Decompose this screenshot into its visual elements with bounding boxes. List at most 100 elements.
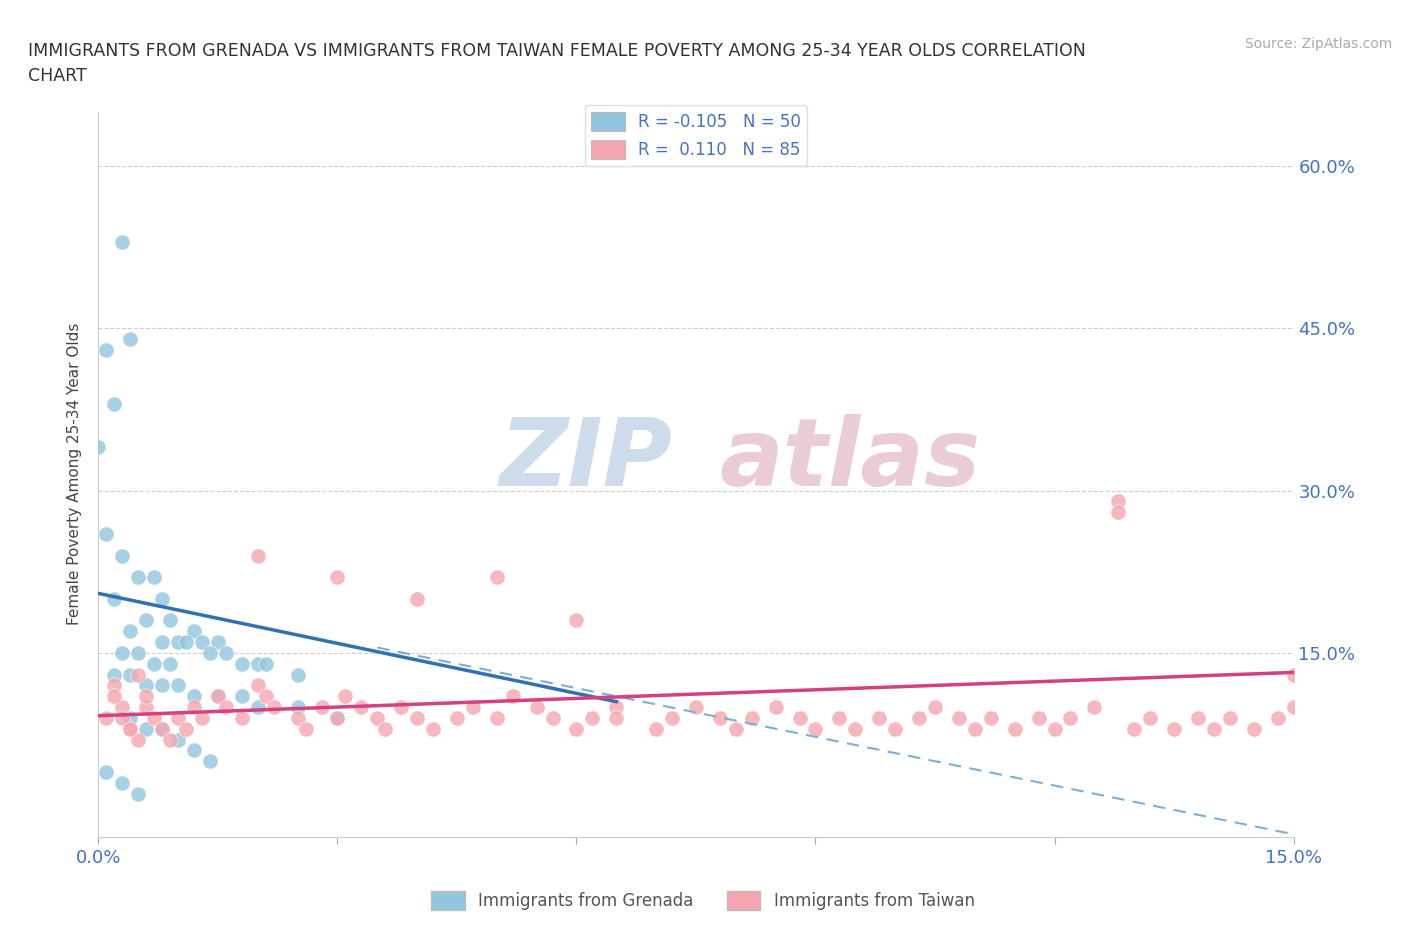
Point <box>645 722 668 737</box>
Point <box>150 678 173 693</box>
Point <box>96 764 118 779</box>
Point <box>215 645 238 660</box>
Point <box>924 699 946 714</box>
Point <box>183 699 205 714</box>
Point <box>103 689 125 704</box>
Point <box>406 711 429 725</box>
Point <box>120 667 142 682</box>
Point <box>1219 711 1241 725</box>
Point <box>120 722 142 737</box>
Point <box>120 711 142 725</box>
Text: CHART: CHART <box>28 67 87 85</box>
Point <box>127 786 149 801</box>
Point <box>1139 711 1161 725</box>
Point <box>246 699 269 714</box>
Point <box>406 591 429 606</box>
Point <box>661 711 683 725</box>
Point <box>246 548 269 563</box>
Point <box>191 711 214 725</box>
Point <box>1202 722 1225 737</box>
Point <box>198 754 221 769</box>
Point <box>422 722 444 737</box>
Point <box>143 711 166 725</box>
Point <box>120 722 142 737</box>
Point <box>350 699 373 714</box>
Text: IMMIGRANTS FROM GRENADA VS IMMIGRANTS FROM TAIWAN FEMALE POVERTY AMONG 25-34 YEA: IMMIGRANTS FROM GRENADA VS IMMIGRANTS FR… <box>28 42 1085 60</box>
Point <box>844 722 866 737</box>
Point <box>207 689 229 704</box>
Point <box>502 689 524 704</box>
Point <box>1243 722 1265 737</box>
Point <box>461 699 484 714</box>
Point <box>948 711 970 725</box>
Point <box>96 342 118 357</box>
Point <box>485 711 508 725</box>
Point <box>605 699 627 714</box>
Point <box>143 570 166 585</box>
Point <box>1282 699 1305 714</box>
Point <box>231 657 253 671</box>
Point <box>311 699 333 714</box>
Point <box>1282 667 1305 682</box>
Point <box>159 613 181 628</box>
Point <box>287 667 309 682</box>
Point <box>1043 722 1066 737</box>
Point <box>374 722 396 737</box>
Point <box>87 440 110 455</box>
Point <box>1187 711 1209 725</box>
Point <box>804 722 827 737</box>
Point <box>446 711 468 725</box>
Point <box>103 591 125 606</box>
Point <box>183 624 205 639</box>
Point <box>246 678 269 693</box>
Point <box>111 234 134 249</box>
Point <box>120 331 142 346</box>
Point <box>963 722 986 737</box>
Point <box>207 689 229 704</box>
Point <box>127 645 149 660</box>
Point <box>111 699 134 714</box>
Point <box>167 711 190 725</box>
Point <box>135 699 157 714</box>
Point <box>174 634 197 649</box>
Point <box>231 689 253 704</box>
Point <box>103 396 125 411</box>
Point <box>167 634 190 649</box>
Point <box>485 570 508 585</box>
Point <box>120 624 142 639</box>
Point <box>1004 722 1026 737</box>
Point <box>526 699 548 714</box>
Point <box>183 743 205 758</box>
Point <box>150 634 173 649</box>
Point <box>724 722 747 737</box>
Text: atlas: atlas <box>720 414 981 506</box>
Point <box>1059 711 1081 725</box>
Point <box>127 570 149 585</box>
Point <box>111 548 134 563</box>
Point <box>1267 711 1289 725</box>
Point <box>868 711 890 725</box>
Point <box>231 711 253 725</box>
Point <box>127 667 149 682</box>
Point <box>326 711 349 725</box>
Point <box>167 732 190 747</box>
Point <box>765 699 787 714</box>
Point <box>287 699 309 714</box>
Point <box>326 570 349 585</box>
Point <box>246 657 269 671</box>
Point <box>326 711 349 725</box>
Point <box>135 722 157 737</box>
Point <box>150 591 173 606</box>
Point <box>135 613 157 628</box>
Point <box>980 711 1002 725</box>
Point <box>709 711 731 725</box>
Point <box>685 699 707 714</box>
Point <box>103 678 125 693</box>
Point <box>1107 494 1129 509</box>
Legend: R = -0.105   N = 50, R =  0.110   N = 85: R = -0.105 N = 50, R = 0.110 N = 85 <box>585 105 807 166</box>
Point <box>366 711 388 725</box>
Point <box>254 689 277 704</box>
Point <box>183 689 205 704</box>
Point <box>1083 699 1105 714</box>
Point <box>1163 722 1185 737</box>
